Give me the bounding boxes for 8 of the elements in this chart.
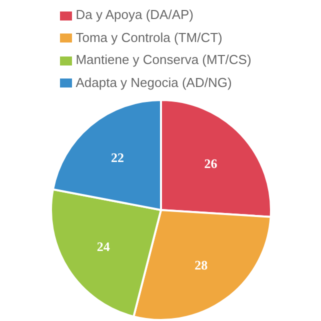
data-label: 24 xyxy=(96,239,110,254)
legend-label: Toma y Controla (TM/CT) xyxy=(76,30,222,44)
data-label: 22 xyxy=(111,150,124,165)
legend-label: Da y Apoya (DA/AP) xyxy=(76,7,194,22)
legend-label: Mantiene y Conserva (MT/CS) xyxy=(76,52,252,67)
data-label: 26 xyxy=(204,156,218,171)
data-label: 28 xyxy=(194,258,208,273)
legend-label: Adapta y Negocia (AD/NG) xyxy=(76,74,232,90)
